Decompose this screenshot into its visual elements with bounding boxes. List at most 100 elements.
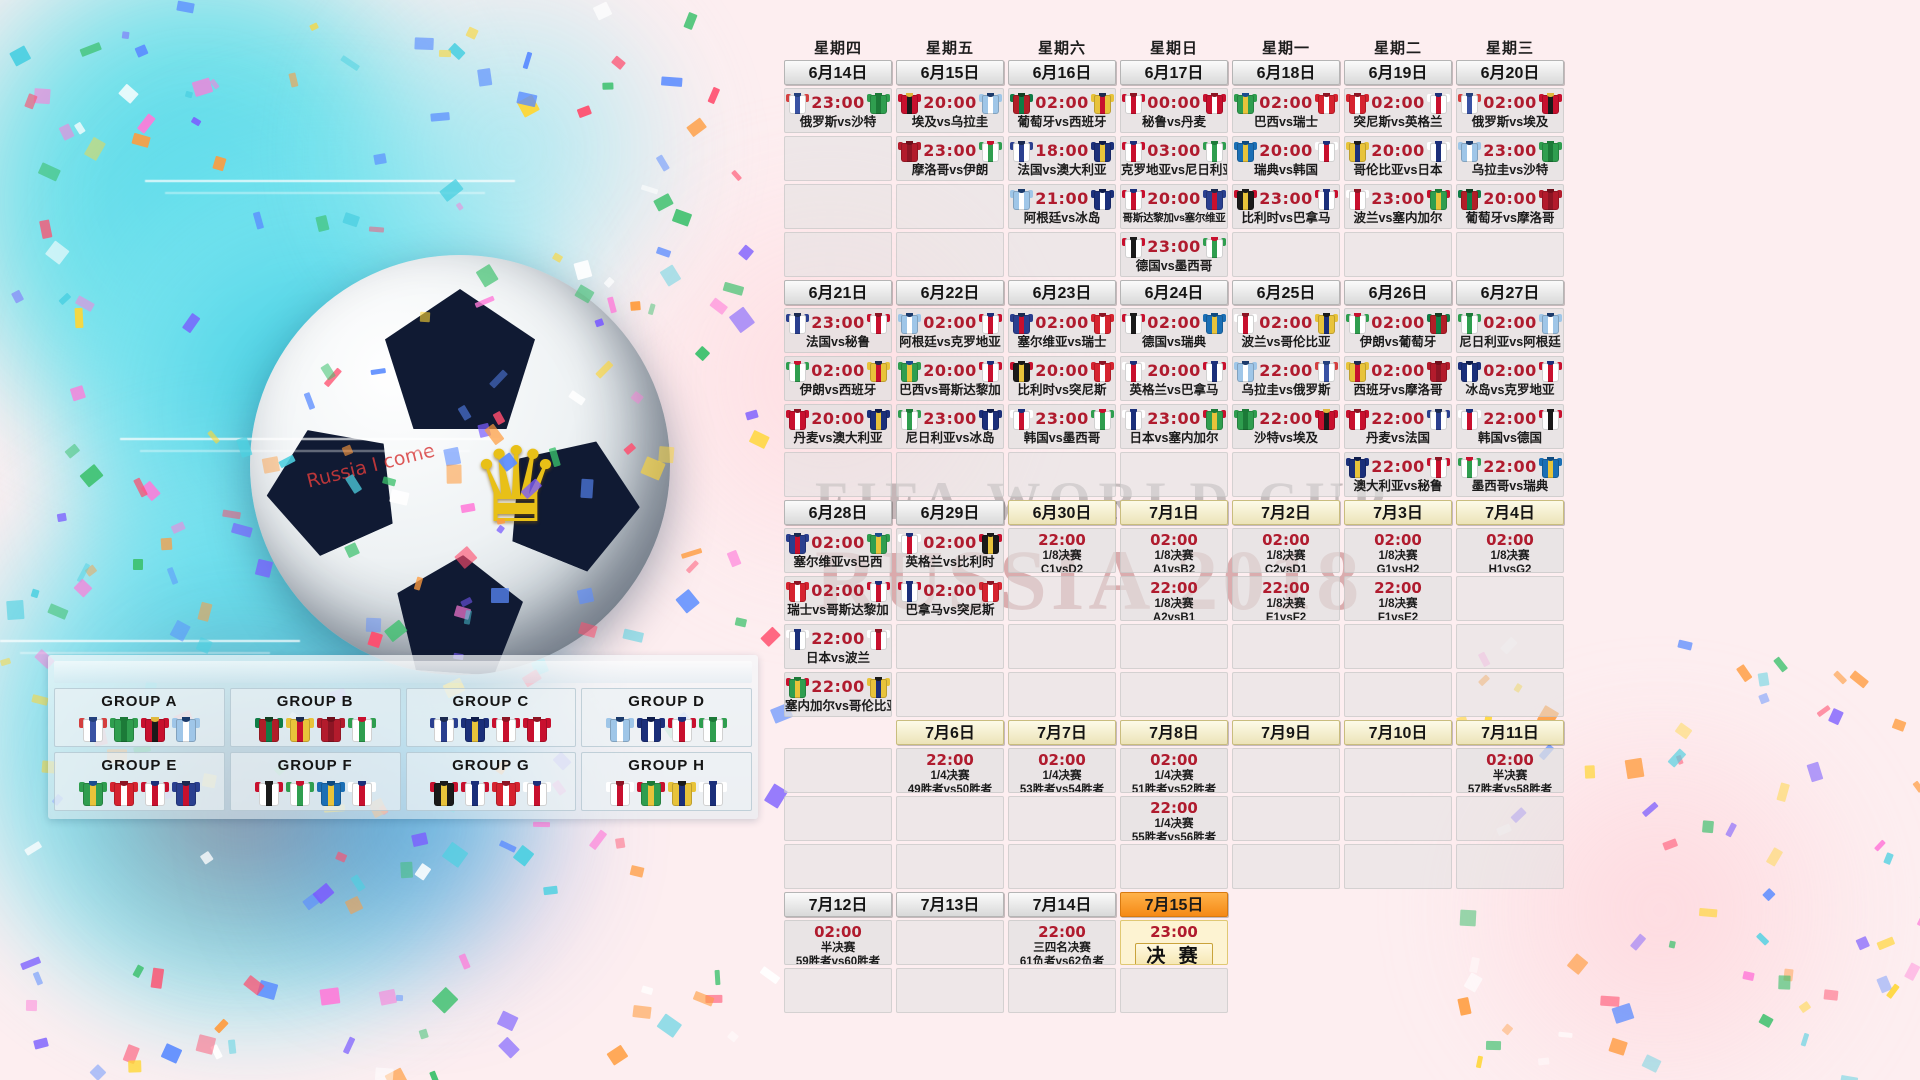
date-header[interactable]: 6月23日 xyxy=(1008,280,1116,305)
knockout-match-cell[interactable]: 02:00 1/4决赛 51胜者vs52胜者 xyxy=(1120,748,1228,793)
match-cell[interactable]: 20:00 巴西vs哥斯达黎加 xyxy=(896,356,1004,401)
group-box-group-a[interactable]: GROUP A xyxy=(54,688,225,747)
match-cell[interactable]: 02:00 巴西vs瑞士 xyxy=(1232,88,1340,133)
date-header[interactable]: 6月16日 xyxy=(1008,60,1116,85)
match-cell[interactable]: 02:00 阿根廷vs克罗地亚 xyxy=(896,308,1004,353)
date-header[interactable]: 6月17日 xyxy=(1120,60,1228,85)
match-cell[interactable]: 02:00 西班牙vs摩洛哥 xyxy=(1344,356,1452,401)
match-cell[interactable]: 23:00 日本vs塞内加尔 xyxy=(1120,404,1228,449)
match-cell[interactable]: 23:00 尼日利亚vs冰岛 xyxy=(896,404,1004,449)
group-box-group-g[interactable]: GROUP G xyxy=(405,752,577,811)
group-box-group-h[interactable]: GROUP H xyxy=(581,752,752,811)
match-cell[interactable]: 22:00 塞内加尔vs哥伦比亚 xyxy=(784,672,892,717)
date-header[interactable]: 7月11日 xyxy=(1456,720,1564,745)
date-header[interactable]: 7月3日 xyxy=(1344,500,1452,525)
knockout-match-cell[interactable]: 22:00 三四名决赛 61负者vs62负者 xyxy=(1008,920,1116,965)
knockout-match-cell[interactable]: 02:00 半决赛 57胜者vs58胜者 xyxy=(1456,748,1564,793)
date-header[interactable]: 6月25日 xyxy=(1232,280,1340,305)
date-header[interactable]: 7月2日 xyxy=(1232,500,1340,525)
date-header[interactable]: 7月8日 xyxy=(1120,720,1228,745)
match-cell[interactable]: 23:00 摩洛哥vs伊朗 xyxy=(896,136,1004,181)
date-header[interactable]: 7月1日 xyxy=(1120,500,1228,525)
match-cell[interactable]: 22:00 丹麦vs法国 xyxy=(1344,404,1452,449)
match-cell[interactable]: 23:00 比利时vs巴拿马 xyxy=(1232,184,1340,229)
match-cell[interactable]: 02:00 俄罗斯vs埃及 xyxy=(1456,88,1564,133)
date-header[interactable]: 6月30日 xyxy=(1008,500,1116,525)
match-cell[interactable]: 20:00 瑞典vs韩国 xyxy=(1232,136,1340,181)
date-header[interactable]: 6月24日 xyxy=(1120,280,1228,305)
knockout-match-cell[interactable]: 22:00 1/8决赛 A2vsB1 xyxy=(1120,576,1228,621)
knockout-match-cell[interactable]: 22:00 1/8决赛 C1vsD2 xyxy=(1008,528,1116,573)
date-header[interactable]: 6月20日 xyxy=(1456,60,1564,85)
match-cell[interactable]: 22:00 墨西哥vs瑞典 xyxy=(1456,452,1564,497)
date-header[interactable]: 7月14日 xyxy=(1008,892,1116,917)
date-header[interactable]: 7月6日 xyxy=(896,720,1004,745)
match-cell[interactable]: 23:00 乌拉圭vs沙特 xyxy=(1456,136,1564,181)
match-cell[interactable]: 20:00 英格兰vs巴拿马 xyxy=(1120,356,1228,401)
date-header[interactable]: 6月18日 xyxy=(1232,60,1340,85)
knockout-match-cell[interactable]: 02:00 半决赛 59胜者vs60胜者 xyxy=(784,920,892,965)
match-cell[interactable]: 02:00 葡萄牙vs西班牙 xyxy=(1008,88,1116,133)
match-cell[interactable]: 02:00 伊朗vs西班牙 xyxy=(784,356,892,401)
date-header[interactable]: 7月15日 xyxy=(1120,892,1228,917)
match-cell[interactable]: 22:00 韩国vs德国 xyxy=(1456,404,1564,449)
date-header[interactable]: 6月19日 xyxy=(1344,60,1452,85)
match-cell[interactable]: 20:00 丹麦vs澳大利亚 xyxy=(784,404,892,449)
match-cell[interactable]: 22:00 澳大利亚vs秘鲁 xyxy=(1344,452,1452,497)
knockout-match-cell[interactable]: 22:00 1/4决赛 49胜者vs50胜者 xyxy=(896,748,1004,793)
match-cell[interactable]: 02:00 突尼斯vs英格兰 xyxy=(1344,88,1452,133)
match-cell[interactable]: 23:00 法国vs秘鲁 xyxy=(784,308,892,353)
date-header[interactable]: 6月21日 xyxy=(784,280,892,305)
match-cell[interactable]: 02:00 伊朗vs葡萄牙 xyxy=(1344,308,1452,353)
match-cell[interactable]: 02:00 德国vs瑞典 xyxy=(1120,308,1228,353)
date-header[interactable]: 7月7日 xyxy=(1008,720,1116,745)
group-box-group-d[interactable]: GROUP D xyxy=(581,688,752,747)
date-header[interactable]: 7月12日 xyxy=(784,892,892,917)
knockout-match-cell[interactable]: 02:00 1/4决赛 53胜者vs54胜者 xyxy=(1008,748,1116,793)
match-cell[interactable]: 21:00 阿根廷vs冰岛 xyxy=(1008,184,1116,229)
group-box-group-c[interactable]: GROUP C xyxy=(405,688,577,747)
match-cell[interactable]: 02:00 英格兰vs比利时 xyxy=(896,528,1004,573)
match-cell[interactable]: 23:00 俄罗斯vs沙特 xyxy=(784,88,892,133)
knockout-match-cell[interactable]: 02:00 1/8决赛 C2vsD1 xyxy=(1232,528,1340,573)
match-cell[interactable]: 23:00 波兰vs塞内加尔 xyxy=(1344,184,1452,229)
match-cell[interactable]: 20:00 葡萄牙vs摩洛哥 xyxy=(1456,184,1564,229)
match-cell[interactable]: 03:00 克罗地亚vs尼日利亚 xyxy=(1120,136,1228,181)
match-cell[interactable]: 02:00 冰岛vs克罗地亚 xyxy=(1456,356,1564,401)
match-cell[interactable]: 02:00 塞尔维亚vs巴西 xyxy=(784,528,892,573)
knockout-match-cell[interactable]: 22:00 1/8决赛 F1vsE2 xyxy=(1344,576,1452,621)
match-cell[interactable]: 02:00 瑞士vs哥斯达黎加 xyxy=(784,576,892,621)
match-cell[interactable]: 02:00 波兰vs哥伦比亚 xyxy=(1232,308,1340,353)
knockout-match-cell[interactable]: 02:00 1/8决赛 A1vsB2 xyxy=(1120,528,1228,573)
date-header[interactable]: 7月10日 xyxy=(1344,720,1452,745)
final-match-cell[interactable]: 23:00 决 赛 xyxy=(1120,920,1228,965)
knockout-match-cell[interactable]: 22:00 1/4决赛 55胜者vs56胜者 xyxy=(1120,796,1228,841)
date-header[interactable]: 7月13日 xyxy=(896,892,1004,917)
match-cell[interactable]: 20:00 哥伦比亚vs日本 xyxy=(1344,136,1452,181)
group-box-group-b[interactable]: GROUP B xyxy=(229,688,401,747)
match-cell[interactable]: 02:00 巴拿马vs突尼斯 xyxy=(896,576,1004,621)
date-header[interactable]: 6月28日 xyxy=(784,500,892,525)
group-box-group-e[interactable]: GROUP E xyxy=(54,752,225,811)
date-header[interactable]: 6月22日 xyxy=(896,280,1004,305)
date-header[interactable]: 7月9日 xyxy=(1232,720,1340,745)
match-cell[interactable]: 22:00 沙特vs埃及 xyxy=(1232,404,1340,449)
match-cell[interactable]: 00:00 秘鲁vs丹麦 xyxy=(1120,88,1228,133)
match-cell[interactable]: 20:00 比利时vs突尼斯 xyxy=(1008,356,1116,401)
date-header[interactable]: 6月26日 xyxy=(1344,280,1452,305)
date-header[interactable]: 6月14日 xyxy=(784,60,892,85)
knockout-match-cell[interactable]: 02:00 1/8决赛 G1vsH2 xyxy=(1344,528,1452,573)
match-cell[interactable]: 20:00 哥斯达黎加vs塞尔维亚 xyxy=(1120,184,1228,229)
date-header[interactable]: 6月27日 xyxy=(1456,280,1564,305)
match-cell[interactable]: 22:00 乌拉圭vs俄罗斯 xyxy=(1232,356,1340,401)
knockout-match-cell[interactable]: 22:00 1/8决赛 E1vsF2 xyxy=(1232,576,1340,621)
knockout-match-cell[interactable]: 02:00 1/8决赛 H1vsG2 xyxy=(1456,528,1564,573)
match-cell[interactable]: 02:00 塞尔维亚vs瑞士 xyxy=(1008,308,1116,353)
match-cell[interactable]: 20:00 埃及vs乌拉圭 xyxy=(896,88,1004,133)
match-cell[interactable]: 23:00 韩国vs墨西哥 xyxy=(1008,404,1116,449)
date-header[interactable]: 7月4日 xyxy=(1456,500,1564,525)
match-cell[interactable]: 22:00 日本vs波兰 xyxy=(784,624,892,669)
match-cell[interactable]: 02:00 尼日利亚vs阿根廷 xyxy=(1456,308,1564,353)
group-box-group-f[interactable]: GROUP F xyxy=(229,752,401,811)
match-cell[interactable]: 23:00 德国vs墨西哥 xyxy=(1120,232,1228,277)
